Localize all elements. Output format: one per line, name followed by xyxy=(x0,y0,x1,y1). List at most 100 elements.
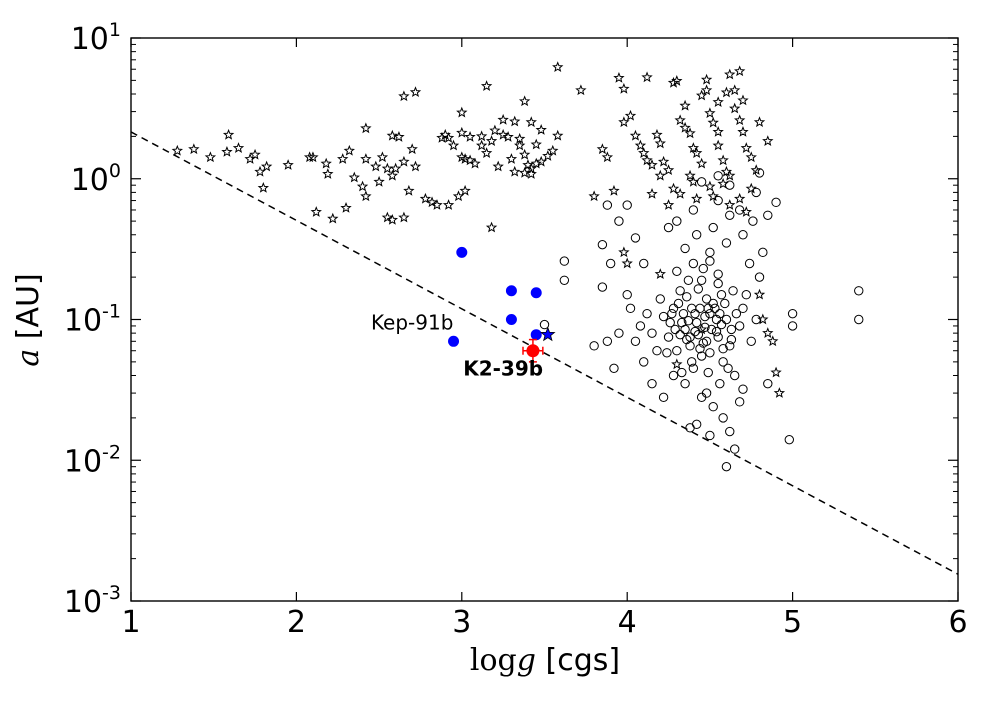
circle-point xyxy=(695,303,705,314)
point-annotation: K2-39b xyxy=(463,357,543,381)
circle-point xyxy=(630,336,641,347)
star-point xyxy=(497,128,509,140)
circle-point xyxy=(708,298,718,309)
circle-point xyxy=(602,200,613,210)
star-point xyxy=(386,169,399,181)
circle-point xyxy=(726,324,737,335)
circle-point xyxy=(730,370,740,381)
star-point xyxy=(464,154,476,166)
circle-point xyxy=(597,282,608,292)
star-point xyxy=(552,129,564,141)
star-point xyxy=(767,335,779,347)
circle-point xyxy=(706,324,717,335)
star-point xyxy=(679,121,691,133)
star-point xyxy=(740,206,752,217)
star-point xyxy=(456,126,468,138)
star-point xyxy=(376,151,389,163)
star-point xyxy=(514,132,526,144)
circle-point xyxy=(647,378,657,389)
star-point xyxy=(740,142,752,153)
circle-point xyxy=(720,298,730,309)
circle-point xyxy=(696,392,707,403)
star-point xyxy=(254,165,266,177)
y-tick-label: 101 xyxy=(71,19,121,57)
circle-point xyxy=(728,286,738,296)
circle-point xyxy=(655,294,665,304)
circle-point xyxy=(658,392,669,403)
star-point xyxy=(514,139,526,151)
star-point xyxy=(518,166,531,178)
circle-point xyxy=(713,332,723,342)
star-point xyxy=(464,131,476,142)
circle-point xyxy=(687,357,697,367)
circle-point xyxy=(725,426,735,437)
star-point xyxy=(431,199,443,210)
star-point xyxy=(303,151,316,163)
star-point xyxy=(687,175,700,187)
circle-point xyxy=(787,321,798,331)
star-point xyxy=(459,153,471,164)
circle-point xyxy=(672,216,682,226)
circle-point xyxy=(625,303,636,314)
circle-point xyxy=(734,397,745,407)
star-point xyxy=(542,150,554,161)
blue-point xyxy=(456,246,468,258)
circle-point xyxy=(642,308,652,319)
circle-point xyxy=(715,378,725,389)
circle-point xyxy=(744,258,755,269)
circle-point xyxy=(667,308,677,319)
star-point xyxy=(684,169,696,181)
star-point xyxy=(525,168,537,179)
circle-point xyxy=(731,308,742,319)
star-point xyxy=(674,114,686,126)
circle-point xyxy=(675,286,685,296)
circle-point xyxy=(672,346,682,356)
star-point xyxy=(249,148,261,160)
star-point xyxy=(356,180,369,192)
star-point xyxy=(398,155,410,167)
circle-point xyxy=(726,334,737,345)
star-point xyxy=(535,124,547,135)
star-point xyxy=(667,76,680,88)
star-point xyxy=(547,144,559,156)
star-point xyxy=(662,199,675,210)
blue-point xyxy=(505,314,517,325)
star-point xyxy=(674,187,686,199)
circle-point xyxy=(705,430,715,441)
circle-point xyxy=(688,258,699,269)
circle-point xyxy=(748,216,758,226)
star-point xyxy=(436,131,448,143)
star-point xyxy=(734,192,746,204)
star-point xyxy=(343,144,355,156)
circle-point xyxy=(691,230,702,240)
star-point xyxy=(497,113,509,125)
circle-point xyxy=(695,344,705,354)
blue-point xyxy=(530,329,542,341)
star-point xyxy=(409,160,422,172)
circle-point xyxy=(696,177,707,187)
star-point xyxy=(654,268,666,279)
star-point xyxy=(310,206,322,217)
star-point xyxy=(634,139,647,151)
star-point xyxy=(667,182,680,194)
star-point xyxy=(618,116,630,128)
star-point xyxy=(403,184,415,196)
star-point xyxy=(629,129,642,141)
star-point xyxy=(762,327,774,338)
star-point xyxy=(638,147,650,158)
circle-point xyxy=(630,233,641,243)
circle-point xyxy=(683,275,694,285)
star-point xyxy=(684,127,696,139)
star-point xyxy=(389,162,402,174)
circle-point xyxy=(662,348,672,358)
circle-point xyxy=(705,247,715,258)
circle-point xyxy=(698,263,708,274)
circle-point xyxy=(711,326,722,337)
star-point xyxy=(475,130,488,142)
star-point xyxy=(518,148,531,160)
y-tick-label: 10-3 xyxy=(64,582,121,620)
circle-point xyxy=(738,384,748,394)
star-point xyxy=(505,153,518,164)
star-point xyxy=(320,157,332,169)
